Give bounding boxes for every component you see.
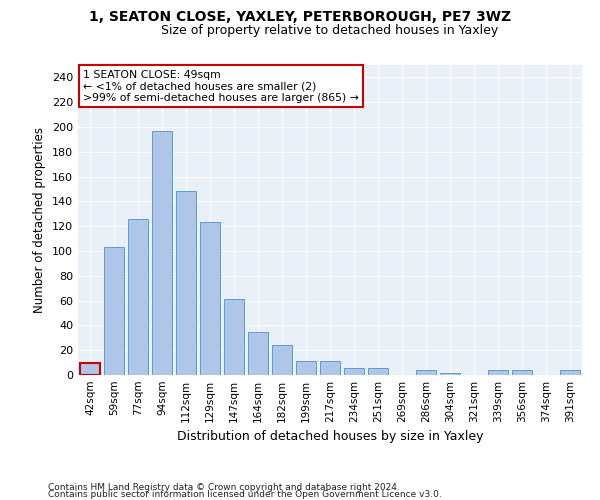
Bar (80, 362, 100, 375)
Bar (440, 372, 460, 375)
Bar (128, 219, 148, 375)
Bar (152, 130, 172, 375)
Text: 1 SEATON CLOSE: 49sqm
← <1% of detached houses are smaller (2)
>99% of semi-deta: 1 SEATON CLOSE: 49sqm ← <1% of detached … (83, 70, 359, 103)
Bar (320, 362, 340, 375)
Bar (512, 370, 532, 375)
Bar (272, 345, 292, 375)
Bar (224, 300, 244, 375)
Y-axis label: Number of detached properties: Number of detached properties (34, 127, 46, 313)
Title: Size of property relative to detached houses in Yaxley: Size of property relative to detached ho… (161, 24, 499, 38)
Bar (560, 370, 580, 375)
X-axis label: Distribution of detached houses by size in Yaxley: Distribution of detached houses by size … (177, 430, 483, 444)
Bar (416, 370, 436, 375)
Bar (296, 362, 316, 375)
Bar (368, 368, 388, 375)
Bar (176, 192, 196, 375)
Text: Contains public sector information licensed under the Open Government Licence v3: Contains public sector information licen… (48, 490, 442, 499)
Bar (488, 370, 508, 375)
Text: Contains HM Land Registry data © Crown copyright and database right 2024.: Contains HM Land Registry data © Crown c… (48, 484, 400, 492)
Bar (248, 332, 268, 375)
Text: 1, SEATON CLOSE, YAXLEY, PETERBOROUGH, PE7 3WZ: 1, SEATON CLOSE, YAXLEY, PETERBOROUGH, P… (89, 10, 511, 24)
Bar (344, 368, 364, 375)
Bar (104, 248, 124, 375)
Bar (200, 222, 220, 375)
